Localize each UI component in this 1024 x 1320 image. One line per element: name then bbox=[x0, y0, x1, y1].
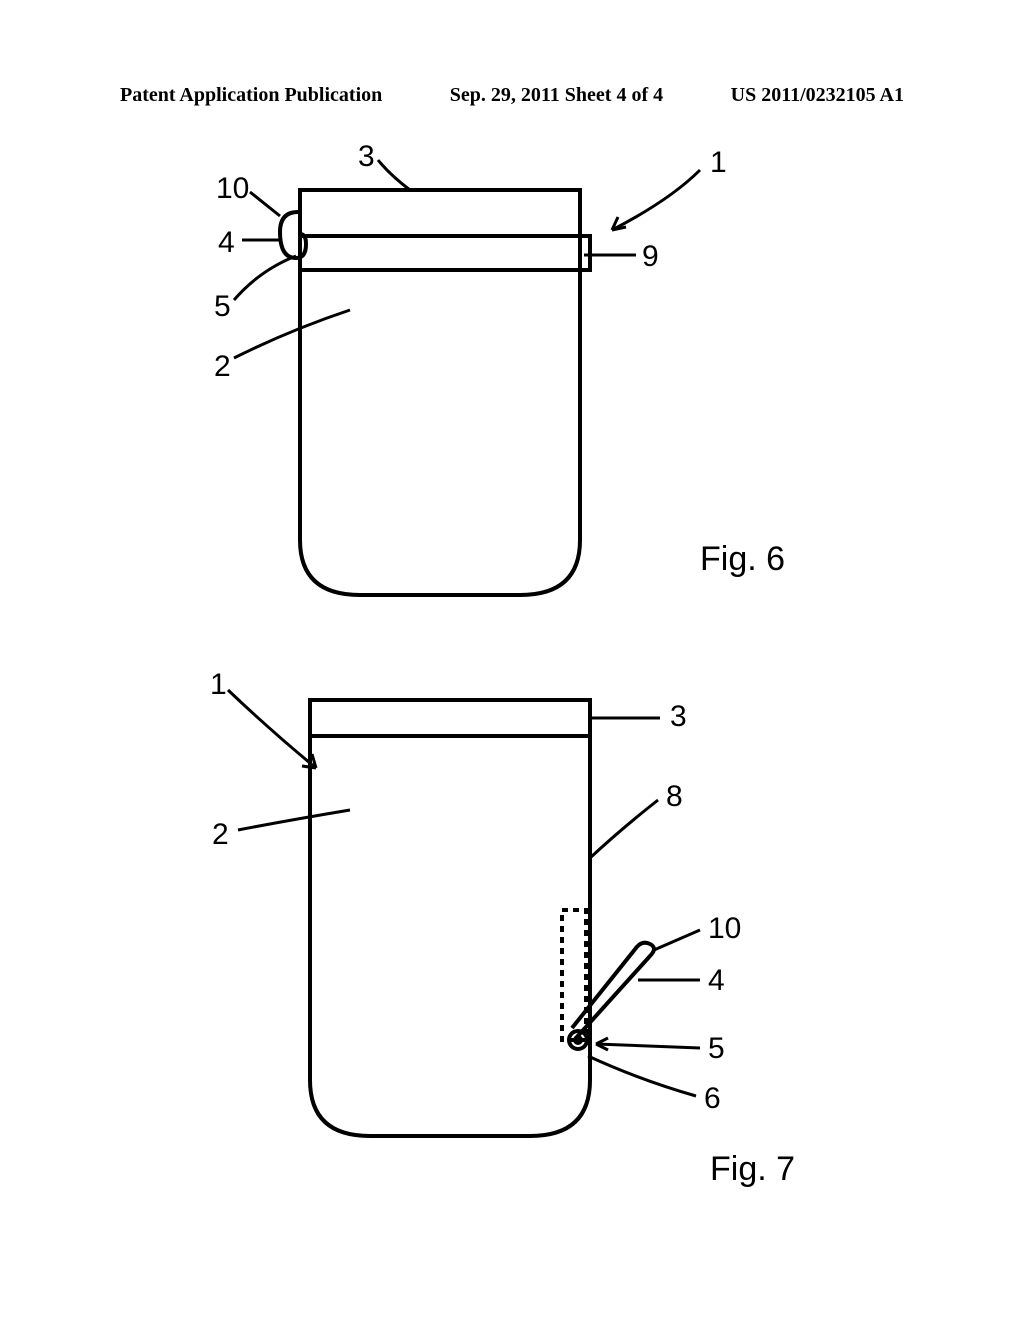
figure-6: 3 1 10 4 5 2 9 Fig. 6 bbox=[180, 140, 860, 640]
figure-7-caption: Fig. 7 bbox=[710, 1150, 795, 1188]
figure-7: 1 2 3 8 10 4 5 6 Fig. 7 bbox=[160, 660, 880, 1220]
label-5: 5 bbox=[214, 290, 231, 323]
label-1: 1 bbox=[210, 668, 227, 701]
label-10: 10 bbox=[216, 172, 249, 205]
label-2: 2 bbox=[212, 818, 229, 851]
label-8: 8 bbox=[666, 780, 683, 813]
label-2: 2 bbox=[214, 350, 231, 383]
label-9: 9 bbox=[642, 240, 659, 273]
label-1: 1 bbox=[710, 146, 727, 179]
label-4: 4 bbox=[218, 226, 235, 259]
label-4: 4 bbox=[708, 964, 725, 997]
header-left: Patent Application Publication bbox=[120, 84, 382, 107]
header-center: Sep. 29, 2011 Sheet 4 of 4 bbox=[450, 84, 663, 107]
label-10: 10 bbox=[708, 912, 741, 945]
header-right: US 2011/0232105 A1 bbox=[731, 84, 904, 107]
figure-6-caption: Fig. 6 bbox=[700, 540, 785, 578]
label-3: 3 bbox=[670, 700, 687, 733]
label-6: 6 bbox=[704, 1082, 721, 1115]
label-3: 3 bbox=[358, 140, 375, 173]
label-5: 5 bbox=[708, 1032, 725, 1065]
page-header: Patent Application Publication Sep. 29, … bbox=[0, 84, 1024, 107]
